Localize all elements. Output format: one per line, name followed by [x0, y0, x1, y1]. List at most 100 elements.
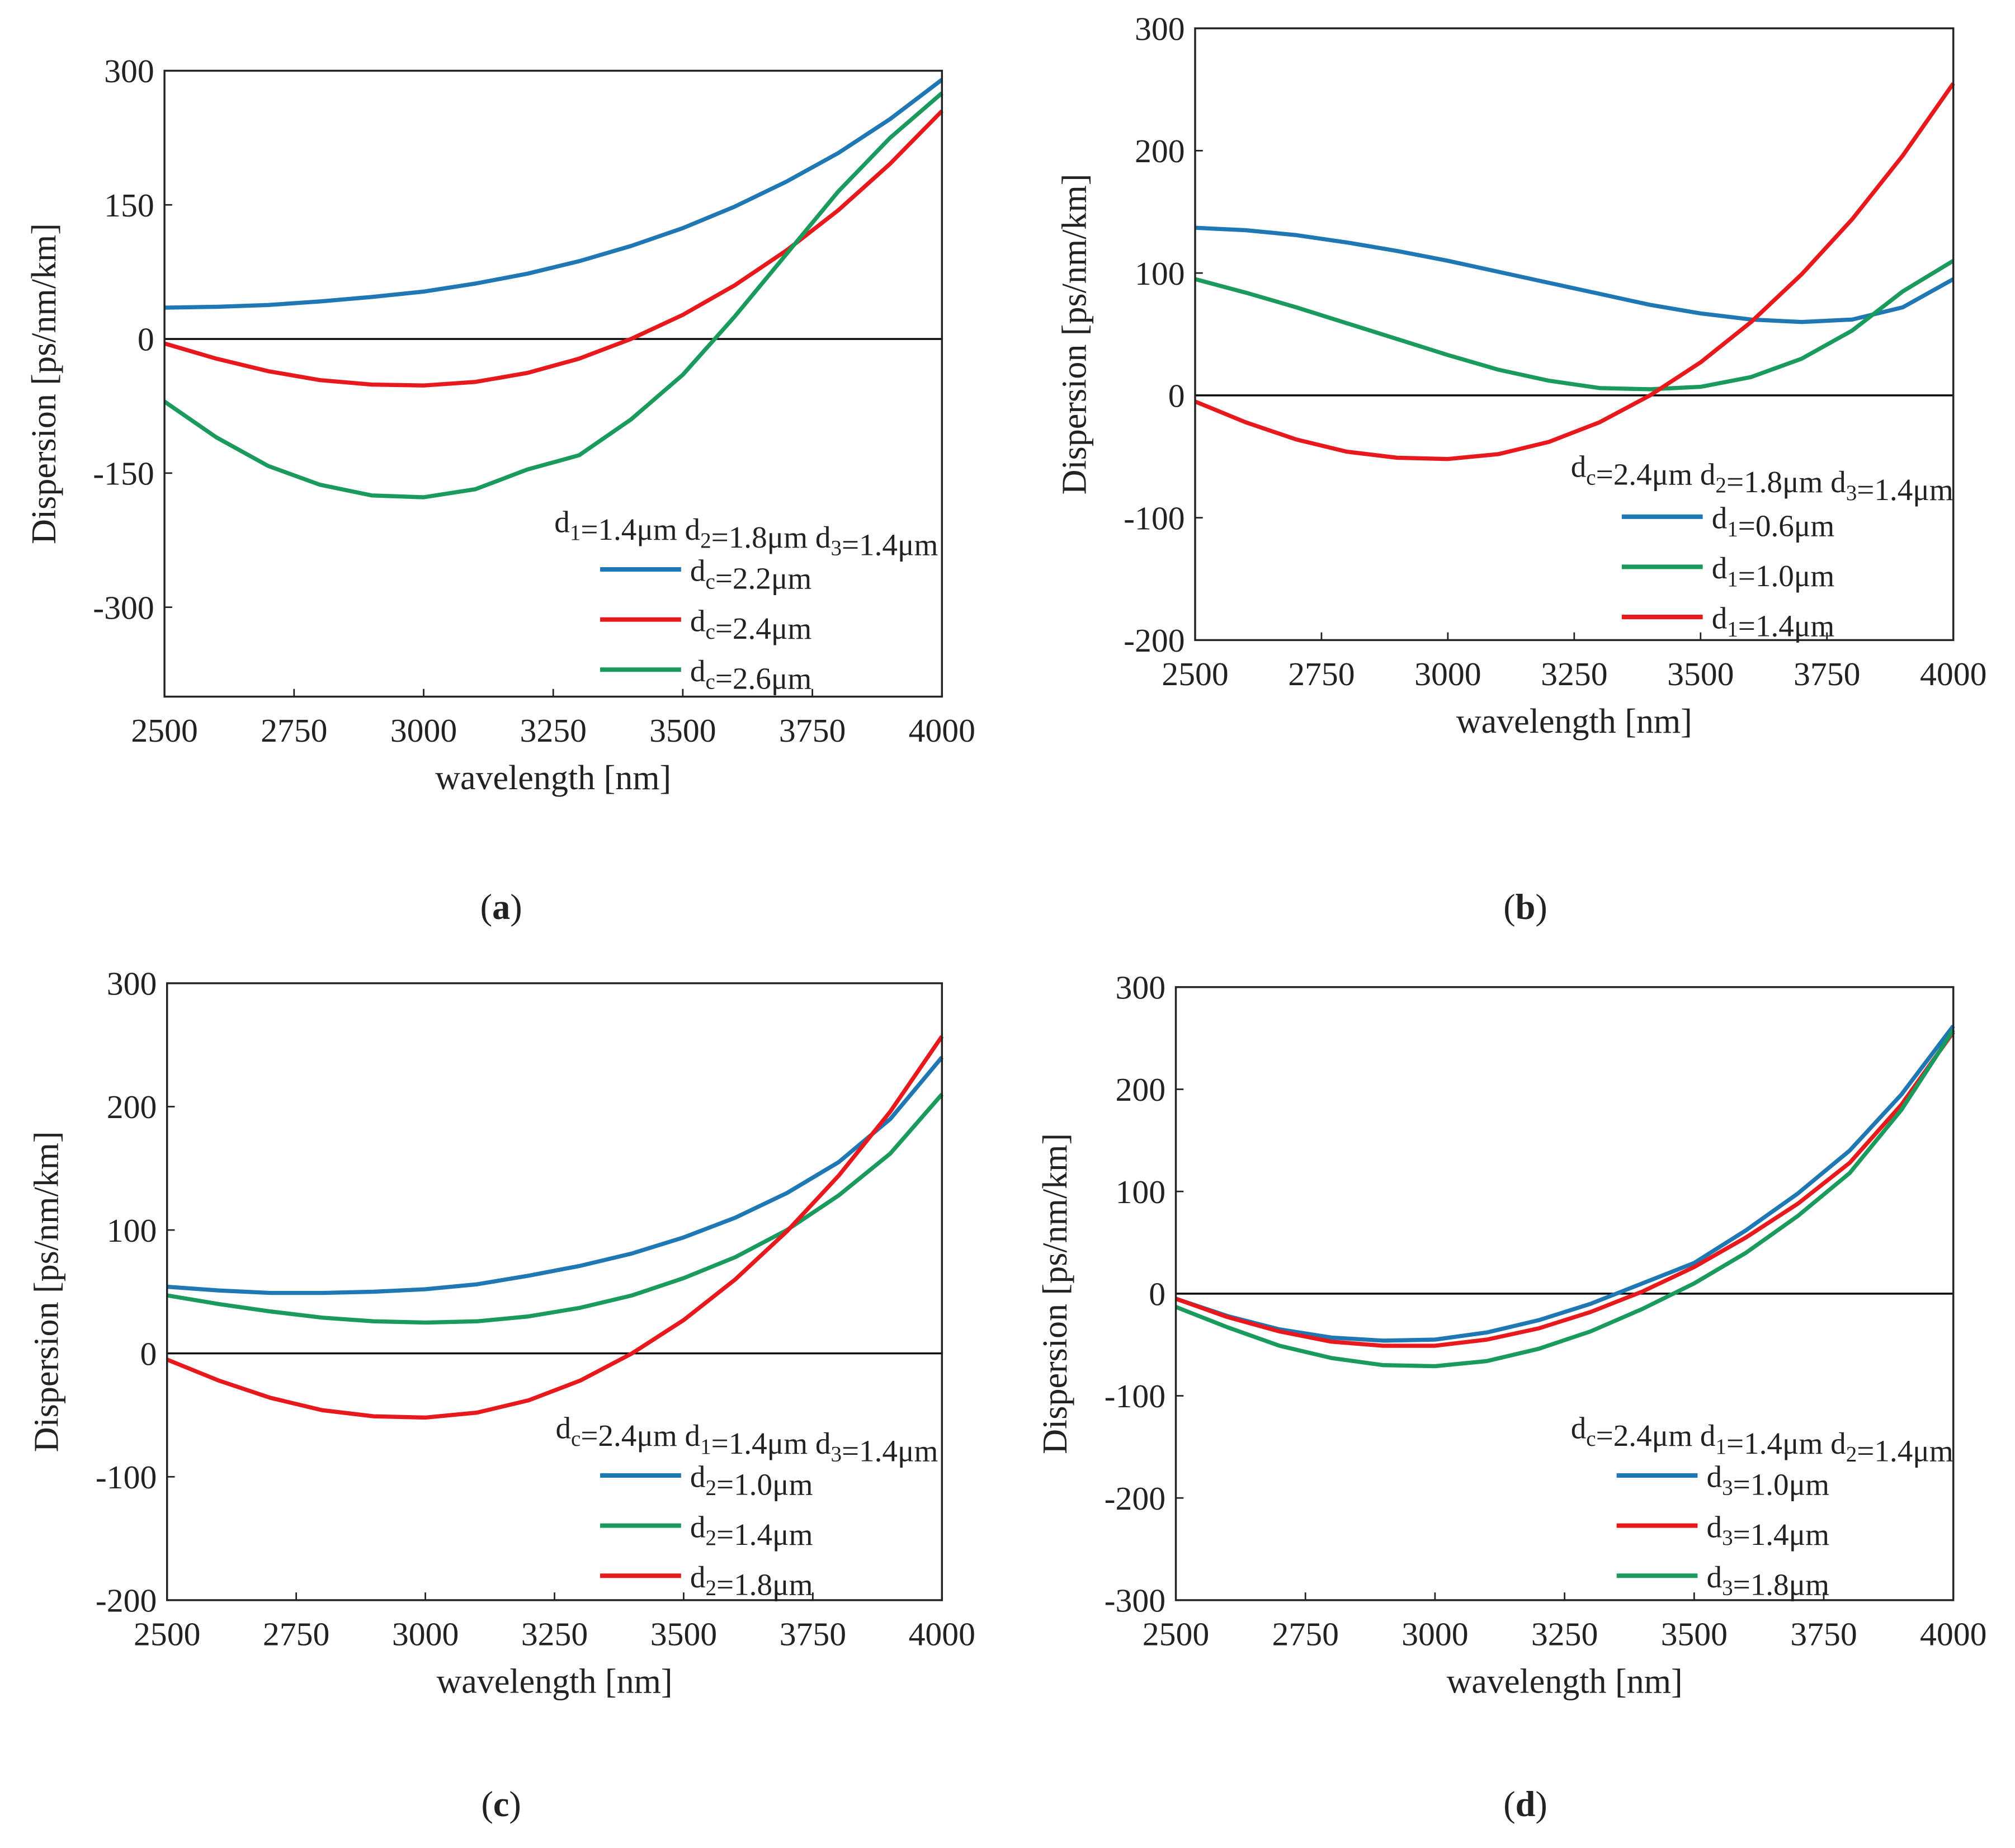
- y-tick-label: 100: [107, 1212, 157, 1249]
- x-tick-label: 3500: [1661, 1615, 1728, 1652]
- plot-frame: [166, 982, 943, 1601]
- annotation: dc=2.4μm d1=1.4μm d3=1.4μm: [555, 1411, 938, 1468]
- y-tick-label: -200: [96, 1582, 157, 1619]
- x-tick-label: 3750: [1794, 656, 1860, 692]
- x-tick-label: 3000: [390, 712, 457, 749]
- y-axis-label: Dispersion [ps/nm/km]: [1036, 1133, 1074, 1454]
- legend-label: d2=1.4μm: [690, 1510, 813, 1552]
- y-tick-label: -100: [96, 1459, 157, 1496]
- legend-label: d3=1.8μm: [1707, 1560, 1830, 1602]
- annotation: dc=2.4μm d2=1.8μm d3=1.4μm: [1571, 450, 1953, 507]
- y-tick-label: -300: [93, 589, 154, 626]
- y-tick-label: 300: [1135, 10, 1185, 47]
- x-tick-label: 2500: [1162, 656, 1228, 692]
- x-axis-label: wavelength [nm]: [435, 759, 671, 797]
- y-tick-label: 300: [104, 53, 154, 89]
- x-tick-label: 3250: [521, 1615, 588, 1652]
- y-tick-label: 0: [1168, 378, 1185, 414]
- plot-frame: [1174, 986, 1955, 1601]
- x-tick-label: 2500: [1143, 1615, 1209, 1652]
- series-line: [1195, 259, 1955, 392]
- series-line: [163, 91, 943, 499]
- y-tick-label: -300: [1105, 1582, 1166, 1619]
- x-tick-label: 3250: [1541, 656, 1607, 692]
- y-tick-label: -100: [1105, 1378, 1166, 1415]
- y-tick-label: 0: [1149, 1276, 1165, 1313]
- legend-label: dc=2.2μm: [690, 554, 811, 596]
- y-axis-label: Dispersion [ps/nm/km]: [1056, 174, 1094, 495]
- x-tick-label: 2500: [131, 712, 197, 749]
- legend-label: d2=1.8μm: [690, 1560, 813, 1602]
- x-tick-label: 3500: [650, 1615, 717, 1652]
- x-tick-label: 3000: [1414, 656, 1481, 692]
- series-line: [164, 109, 943, 388]
- legend-label: d1=0.6μm: [1712, 501, 1835, 543]
- y-tick-label: 100: [1116, 1173, 1166, 1210]
- x-tick-label: 3000: [392, 1615, 459, 1652]
- x-axis-label: wavelength [nm]: [437, 1662, 673, 1700]
- x-tick-label: 3500: [1667, 656, 1734, 692]
- x-tick-label: 2750: [1288, 656, 1355, 692]
- y-tick-label: 200: [1135, 133, 1185, 169]
- y-tick-label: 200: [107, 1088, 157, 1125]
- y-tick-label: -200: [1105, 1480, 1166, 1517]
- x-axis-label: wavelength [nm]: [1456, 703, 1692, 741]
- legend-label: d1=1.4μm: [1712, 601, 1835, 643]
- x-tick-label: 3000: [1401, 1615, 1468, 1652]
- y-tick-label: 100: [1135, 255, 1185, 292]
- series-line: [167, 1093, 944, 1325]
- x-tick-label: 2750: [263, 1615, 329, 1652]
- panel: -200 -100 0 100 200 300 2500 2750 3000 3250 3500 37…: [27, 965, 975, 1824]
- y-tick-label: 150: [104, 187, 154, 224]
- y-tick-label: -200: [1124, 622, 1185, 659]
- x-tick-label: 3750: [779, 712, 846, 749]
- x-tick-label: 3500: [649, 712, 716, 749]
- x-tick-label: 4000: [1920, 1615, 1986, 1652]
- y-tick-label: 0: [138, 321, 154, 358]
- y-tick-label: 300: [107, 965, 157, 1002]
- plot-frame: [163, 69, 943, 698]
- x-tick-label: 3750: [1790, 1615, 1857, 1652]
- y-axis-label: Dispersion [ps/nm/km]: [25, 223, 63, 544]
- legend-label: d2=1.0μm: [690, 1460, 813, 1502]
- panel-label: (b): [1503, 887, 1547, 927]
- annotation: dc=2.4μm d1=1.4μm d2=1.4μm: [1571, 1411, 1953, 1468]
- y-tick-label: -100: [1124, 499, 1185, 536]
- series-line: [1175, 1031, 1955, 1348]
- series-line: [164, 78, 943, 310]
- y-axis-label: Dispersion [ps/nm/km]: [27, 1132, 65, 1453]
- x-tick-label: 2500: [134, 1615, 200, 1652]
- panel-label: (d): [1503, 1784, 1547, 1824]
- legend-label: dc=2.4μm: [690, 604, 811, 645]
- panel: -300 -200 -100 0 100 200 300 2500 2750 3000 3250 35…: [1036, 969, 1986, 1824]
- panel: -200 -100 0 100 200 300 2500 2750 3000 3250 3500 37…: [1056, 10, 1987, 927]
- x-axis-label: wavelength [nm]: [1447, 1662, 1683, 1700]
- x-tick-label: 2750: [261, 712, 327, 749]
- panel-label: (a): [480, 887, 522, 927]
- series-line: [1194, 82, 1955, 461]
- x-tick-label: 4000: [1920, 656, 1986, 692]
- x-tick-label: 3250: [520, 712, 586, 749]
- legend-label: d3=1.0μm: [1707, 1460, 1830, 1502]
- series-line: [1195, 225, 1955, 324]
- y-tick-label: 300: [1116, 969, 1166, 1006]
- legend-label: d3=1.4μm: [1707, 1510, 1830, 1552]
- legend-label: d1=1.0μm: [1712, 551, 1835, 593]
- annotation: d1=1.4μm d2=1.8μm d3=1.4μm: [554, 505, 938, 562]
- series-line: [1175, 1025, 1955, 1343]
- x-tick-label: 4000: [909, 712, 975, 749]
- y-tick-label: -150: [93, 455, 154, 492]
- series-line: [1175, 1029, 1955, 1369]
- x-tick-label: 3250: [1531, 1615, 1598, 1652]
- plot-frame: [1194, 27, 1955, 642]
- x-tick-label: 4000: [909, 1615, 975, 1652]
- x-tick-label: 2750: [1272, 1615, 1338, 1652]
- x-tick-label: 3750: [780, 1615, 846, 1652]
- y-tick-label: 200: [1116, 1071, 1166, 1108]
- panel: -300 -150 0 150 300 2500 2750 3000 3250 3500 3750 4…: [25, 53, 975, 927]
- y-tick-label: 0: [140, 1335, 157, 1372]
- series-line: [167, 1055, 944, 1295]
- series-line: [166, 1035, 944, 1420]
- panel-label: (c): [481, 1784, 521, 1824]
